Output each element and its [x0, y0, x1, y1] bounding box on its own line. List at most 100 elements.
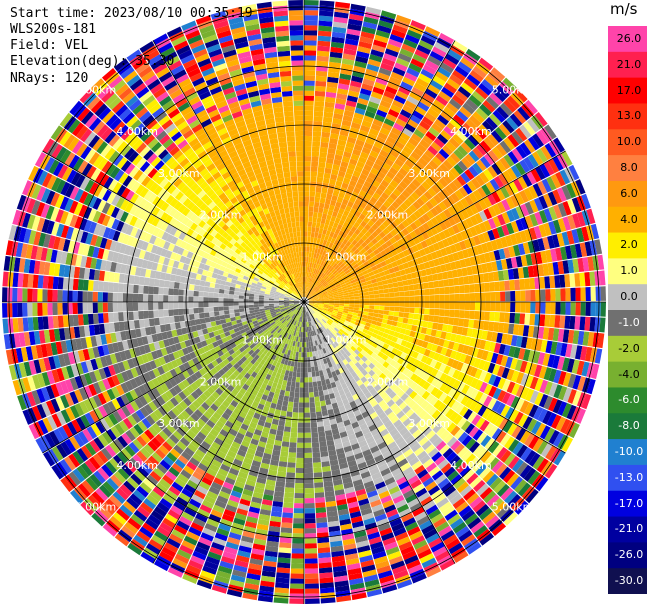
velocity-gate [325, 314, 331, 319]
velocity-gate [304, 553, 318, 559]
velocity-gate [149, 360, 157, 370]
velocity-gate [289, 442, 297, 448]
velocity-gate [257, 440, 267, 448]
velocity-gate [444, 184, 455, 195]
velocity-gate [338, 78, 351, 86]
velocity-gate [414, 49, 429, 60]
velocity-gate [361, 185, 370, 193]
velocity-gate [336, 356, 343, 363]
velocity-gate [407, 155, 418, 165]
velocity-gate [547, 327, 555, 341]
velocity-gate [486, 262, 493, 273]
velocity-gate [339, 361, 346, 368]
velocity-gate [433, 399, 443, 410]
velocity-gate [344, 486, 355, 494]
velocity-gate [151, 437, 162, 448]
velocity-gate [367, 132, 378, 141]
velocity-gate [211, 459, 222, 468]
velocity-gate [304, 518, 316, 524]
velocity-gate [401, 43, 416, 54]
velocity-gate [311, 252, 315, 258]
velocity-gate [326, 258, 332, 264]
velocity-gate [318, 207, 324, 214]
velocity-gate [450, 192, 460, 203]
velocity-gate [331, 31, 346, 39]
velocity-gate [369, 467, 380, 476]
velocity-gate [366, 349, 374, 356]
velocity-gate [269, 319, 275, 324]
velocity-gate [125, 369, 134, 380]
velocity-gate [304, 125, 313, 132]
velocity-gate [550, 248, 558, 262]
velocity-gate [165, 371, 174, 381]
velocity-gate [314, 318, 318, 324]
velocity-gate [206, 518, 220, 528]
velocity-gate [259, 508, 271, 516]
velocity-gate [176, 549, 192, 560]
velocity-gate [320, 587, 335, 594]
velocity-gate [398, 344, 406, 352]
velocity-gate [326, 252, 332, 259]
velocity-gate [452, 69, 466, 82]
velocity-gate [587, 331, 595, 347]
velocity-gate [320, 592, 336, 599]
velocity-gate [257, 595, 273, 603]
velocity-gate [391, 261, 398, 268]
velocity-gate [307, 287, 310, 293]
velocity-gate [350, 122, 361, 130]
velocity-gate [263, 367, 270, 374]
velocity-gate [262, 405, 270, 413]
velocity-gate [253, 340, 260, 346]
velocity-gate [354, 242, 361, 249]
velocity-gate [308, 303, 314, 306]
velocity-gate [304, 292, 307, 298]
velocity-gate [454, 351, 462, 361]
velocity-gate [358, 307, 365, 312]
velocity-gate [460, 208, 470, 220]
velocity-gate [360, 507, 373, 516]
velocity-gate [483, 372, 492, 384]
velocity-gate [392, 209, 401, 218]
velocity-gate [243, 343, 250, 350]
velocity-gate [101, 502, 116, 516]
velocity-gate [320, 343, 325, 349]
velocity-gate [129, 378, 139, 389]
velocity-gate [55, 396, 65, 411]
velocity-gate [309, 201, 315, 207]
velocity-gate [174, 366, 182, 375]
velocity-gate [226, 321, 233, 327]
velocity-gate [380, 495, 393, 504]
velocity-gate [483, 168, 494, 181]
velocity-gate [566, 230, 575, 245]
velocity-gate [391, 201, 400, 210]
velocity-gate [216, 339, 224, 346]
velocity-gate [347, 501, 359, 509]
velocity-gate [139, 482, 152, 494]
velocity-gate [57, 426, 69, 441]
velocity-gate [399, 109, 412, 119]
velocity-gate [343, 109, 355, 118]
velocity-gate [334, 489, 345, 496]
velocity-gate [343, 322, 349, 328]
velocity-gate [327, 272, 333, 277]
velocity-gate [364, 391, 373, 399]
velocity-gate [82, 428, 93, 442]
velocity-gate [553, 137, 565, 153]
velocity-gate [203, 345, 210, 353]
velocity-gate [323, 111, 334, 118]
velocity-gate [311, 308, 316, 313]
velocity-gate [586, 362, 595, 378]
velocity-gate [339, 302, 345, 304]
velocity-gate [463, 318, 470, 328]
velocity-gate [314, 497, 326, 504]
velocity-gate [331, 226, 337, 233]
velocity-gate [403, 38, 418, 49]
velocity-gate [344, 403, 352, 410]
velocity-gate [423, 314, 430, 322]
velocity-gate [434, 308, 440, 316]
velocity-gate [278, 394, 285, 401]
velocity-gate [375, 29, 391, 39]
velocity-gate [388, 310, 395, 316]
velocity-gate [511, 370, 520, 383]
velocity-gate [561, 151, 573, 167]
